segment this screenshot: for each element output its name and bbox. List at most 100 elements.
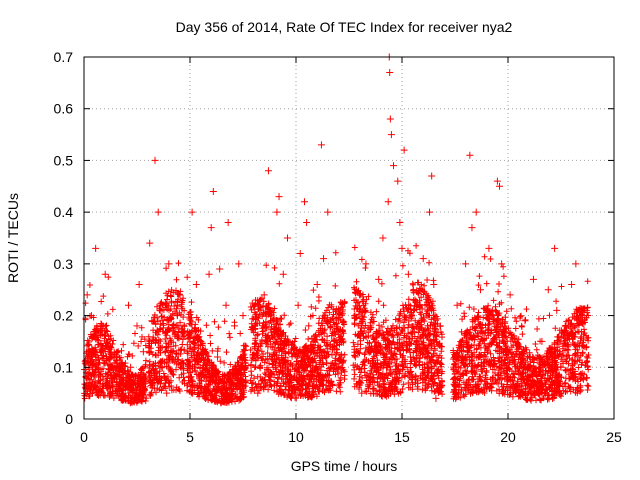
y-tick-label: 0.7	[54, 49, 74, 65]
data-point	[379, 234, 387, 242]
data-point	[197, 327, 205, 335]
data-point	[358, 389, 366, 397]
data-point	[146, 239, 154, 247]
data-point	[515, 389, 523, 397]
data-point	[534, 379, 542, 387]
data-point	[510, 353, 518, 361]
data-point	[466, 151, 474, 159]
data-point	[161, 358, 169, 366]
data-point	[154, 208, 162, 216]
data-point	[92, 244, 100, 252]
plot-frame	[83, 56, 615, 420]
data-point	[398, 244, 406, 252]
data-point	[366, 322, 374, 330]
data-point	[279, 270, 287, 278]
data-point	[209, 187, 217, 195]
data-point	[305, 322, 313, 330]
data-point	[496, 182, 504, 190]
data-point	[173, 312, 181, 320]
data-point	[317, 141, 325, 149]
data-point	[337, 379, 345, 387]
data-point	[468, 224, 476, 232]
data-point	[578, 312, 586, 320]
data-point	[231, 322, 239, 330]
data-point	[296, 250, 304, 258]
data-point	[135, 281, 143, 289]
y-tick-label: 0.3	[54, 256, 74, 272]
data-point	[188, 208, 196, 216]
data-point	[394, 177, 402, 185]
data-point	[303, 218, 311, 226]
data-point	[404, 270, 412, 278]
x-tick-label: 20	[500, 429, 516, 445]
data-point	[91, 332, 99, 340]
data-point	[254, 389, 262, 397]
data-series-points	[82, 53, 590, 402]
data-point	[529, 275, 537, 283]
data-point	[133, 322, 141, 330]
data-point	[186, 374, 194, 382]
data-point	[103, 343, 111, 351]
data-point	[457, 343, 465, 351]
data-point	[568, 281, 576, 289]
data-point	[288, 384, 296, 392]
data-point	[500, 337, 508, 345]
data-point	[351, 353, 359, 361]
data-point	[419, 255, 427, 263]
data-point	[239, 312, 247, 320]
data-point	[156, 301, 164, 309]
data-point	[370, 363, 378, 371]
data-point	[214, 353, 222, 361]
data-point	[260, 291, 268, 299]
data-point	[504, 374, 512, 382]
data-point	[139, 348, 147, 356]
data-point	[485, 244, 493, 252]
data-point	[129, 384, 137, 392]
data-point	[216, 265, 224, 273]
data-point	[88, 389, 96, 397]
data-point	[423, 332, 431, 340]
data-point	[324, 208, 332, 216]
x-tick-label: 0	[80, 429, 88, 445]
data-point	[127, 363, 135, 371]
data-point	[271, 332, 279, 340]
data-point	[498, 260, 506, 268]
x-tick-label: 10	[288, 429, 304, 445]
data-point	[313, 281, 321, 289]
data-point	[101, 270, 109, 278]
data-point	[406, 353, 414, 361]
data-point	[432, 394, 440, 402]
data-point	[538, 337, 546, 345]
data-point	[381, 374, 389, 382]
tick-labels: 0 5 10 15 20 25 0 0.1 0.2 0.3 0.4 0.5 0.6 0.7	[54, 49, 622, 445]
data-point	[386, 115, 394, 123]
data-point	[224, 218, 232, 226]
data-point	[476, 286, 484, 294]
data-point	[222, 301, 230, 309]
data-point	[574, 353, 582, 361]
data-point	[151, 156, 159, 164]
data-point	[205, 270, 213, 278]
data-point	[551, 244, 559, 252]
data-point	[237, 394, 245, 402]
data-point	[356, 291, 364, 299]
data-point	[275, 193, 283, 201]
data-point	[572, 260, 580, 268]
data-point	[281, 363, 289, 371]
y-tick-label: 0.2	[54, 308, 74, 324]
data-point	[93, 363, 101, 371]
data-point	[453, 301, 461, 309]
data-point	[163, 389, 171, 397]
data-point	[235, 260, 243, 268]
y-tick-label: 0.4	[54, 204, 74, 220]
data-point	[462, 260, 470, 268]
data-point	[150, 374, 158, 382]
data-point	[582, 374, 590, 382]
data-point	[105, 379, 113, 387]
data-point	[400, 146, 408, 154]
data-point	[553, 306, 561, 314]
data-point	[506, 291, 514, 299]
chart-title: Day 356 of 2014, Rate Of TEC Index for r…	[176, 19, 513, 35]
data-point	[192, 281, 200, 289]
data-point	[199, 363, 207, 371]
